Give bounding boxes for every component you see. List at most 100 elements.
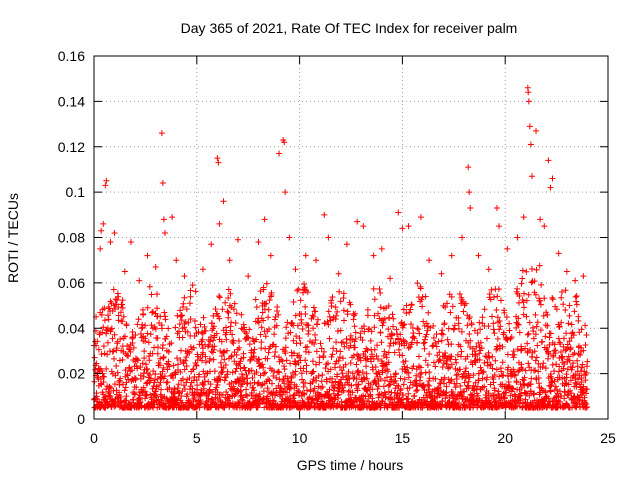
data-point	[200, 314, 207, 321]
data-point	[407, 306, 414, 313]
data-point	[101, 373, 108, 380]
data-point	[345, 381, 352, 388]
data-point	[580, 273, 587, 280]
data-point	[422, 336, 429, 343]
data-point	[255, 319, 262, 326]
data-point	[103, 177, 110, 184]
data-point	[258, 345, 265, 352]
data-point	[193, 362, 200, 369]
data-point	[115, 312, 122, 319]
data-point	[110, 348, 117, 355]
data-point	[258, 339, 265, 346]
data-point	[477, 326, 484, 333]
data-point	[184, 348, 191, 355]
data-point	[430, 359, 437, 366]
data-point	[310, 368, 317, 375]
data-point	[241, 364, 248, 371]
data-point	[142, 388, 149, 395]
data-point	[190, 366, 197, 373]
data-point	[183, 354, 190, 361]
data-point	[336, 288, 343, 295]
data-point	[577, 352, 584, 359]
data-point	[466, 189, 473, 196]
data-point	[315, 396, 322, 403]
data-point	[98, 351, 105, 358]
data-point	[549, 294, 556, 301]
data-point	[228, 353, 235, 360]
data-point	[533, 127, 540, 134]
data-point	[135, 316, 142, 323]
data-point	[470, 372, 477, 379]
data-point	[264, 385, 271, 392]
data-point	[443, 392, 450, 399]
data-point	[253, 368, 260, 375]
data-point	[559, 355, 566, 362]
data-point	[158, 386, 165, 393]
data-point	[476, 350, 483, 357]
data-point	[320, 352, 327, 359]
data-point	[266, 326, 273, 333]
data-point	[252, 296, 259, 303]
x-tick-label: 15	[395, 430, 411, 446]
data-point	[583, 404, 590, 411]
data-point	[133, 363, 140, 370]
data-point	[119, 304, 126, 311]
data-point	[132, 331, 139, 338]
data-point	[497, 323, 504, 330]
data-point	[317, 340, 324, 347]
data-point	[467, 205, 474, 212]
data-point	[567, 344, 574, 351]
data-point	[386, 315, 393, 322]
data-point	[474, 392, 481, 399]
data-point	[184, 391, 191, 398]
data-point	[279, 358, 286, 365]
data-point	[315, 372, 322, 379]
data-point	[490, 326, 497, 333]
data-point	[472, 379, 479, 386]
x-axis-label: GPS time / hours	[297, 457, 404, 473]
data-point	[94, 338, 101, 345]
data-point	[575, 351, 582, 358]
data-point	[198, 357, 205, 364]
axis-ticks	[93, 55, 609, 420]
data-point	[570, 332, 577, 339]
data-point	[563, 268, 570, 275]
data-point	[191, 318, 198, 325]
data-point	[513, 379, 520, 386]
data-point	[323, 361, 330, 368]
data-point	[246, 326, 253, 333]
data-point	[222, 324, 229, 331]
data-point	[241, 328, 248, 335]
data-point	[537, 327, 544, 334]
data-point	[558, 289, 565, 296]
data-point	[390, 323, 397, 330]
data-point	[371, 296, 378, 303]
data-point	[376, 285, 383, 292]
data-point	[527, 381, 534, 388]
data-point	[272, 343, 279, 350]
data-point	[363, 363, 370, 370]
data-point	[531, 278, 538, 285]
data-point	[168, 340, 175, 347]
data-point	[411, 392, 418, 399]
data-point	[348, 382, 355, 389]
data-point	[339, 339, 346, 346]
data-point	[573, 301, 580, 308]
data-point	[499, 343, 506, 350]
data-point	[566, 312, 573, 319]
data-point	[177, 368, 184, 375]
data-point	[377, 376, 384, 383]
data-point	[573, 293, 580, 300]
data-point	[583, 390, 590, 397]
data-point	[368, 328, 375, 335]
data-point	[573, 380, 580, 387]
data-point	[237, 393, 244, 400]
data-point	[255, 379, 262, 386]
data-point	[312, 331, 319, 338]
data-point	[525, 330, 532, 337]
data-point	[327, 317, 334, 324]
data-point	[210, 337, 217, 344]
data-point	[547, 370, 554, 377]
data-point	[159, 368, 166, 375]
data-point	[535, 374, 542, 381]
